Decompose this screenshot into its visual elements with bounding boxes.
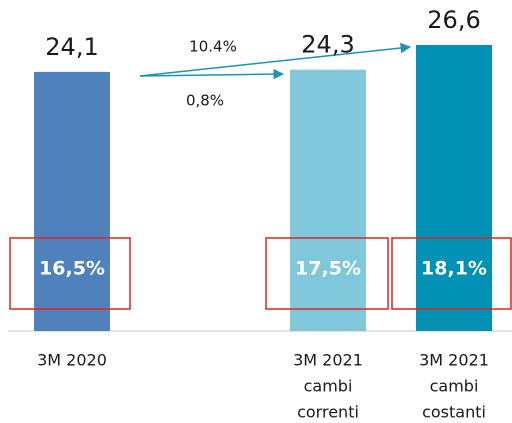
x-tick-label: 3M 2020	[37, 351, 107, 370]
highlight-box	[9, 237, 131, 310]
value-label: 26,6	[427, 6, 480, 34]
x-tick-label: 3M 2021	[419, 351, 489, 370]
inner-label: 16,5%	[39, 258, 105, 280]
bar	[34, 71, 110, 331]
arrow	[139, 68, 285, 80]
x-tick-label: correnti	[297, 403, 359, 422]
bar	[290, 69, 366, 332]
x-tick-label: cambi	[304, 377, 353, 396]
highlight-box	[391, 237, 512, 310]
x-tick-label: costanti	[422, 403, 486, 422]
arrow	[139, 42, 412, 77]
x-tick-label: cambi	[430, 377, 479, 396]
annotation: 0,8%	[186, 92, 224, 110]
annotation: 10.4%	[189, 38, 237, 56]
x-tick-label: 3M 2021	[293, 351, 363, 370]
inner-label: 17,5%	[295, 258, 361, 280]
value-label: 24,1	[45, 33, 98, 61]
value-label: 24,3	[301, 31, 354, 59]
highlight-box	[265, 237, 389, 310]
bar	[416, 45, 492, 331]
inner-label: 18,1%	[421, 258, 487, 280]
